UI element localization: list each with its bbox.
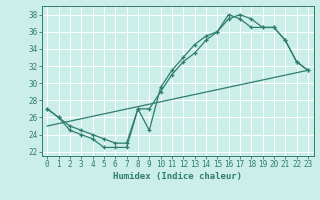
X-axis label: Humidex (Indice chaleur): Humidex (Indice chaleur) [113,172,242,181]
